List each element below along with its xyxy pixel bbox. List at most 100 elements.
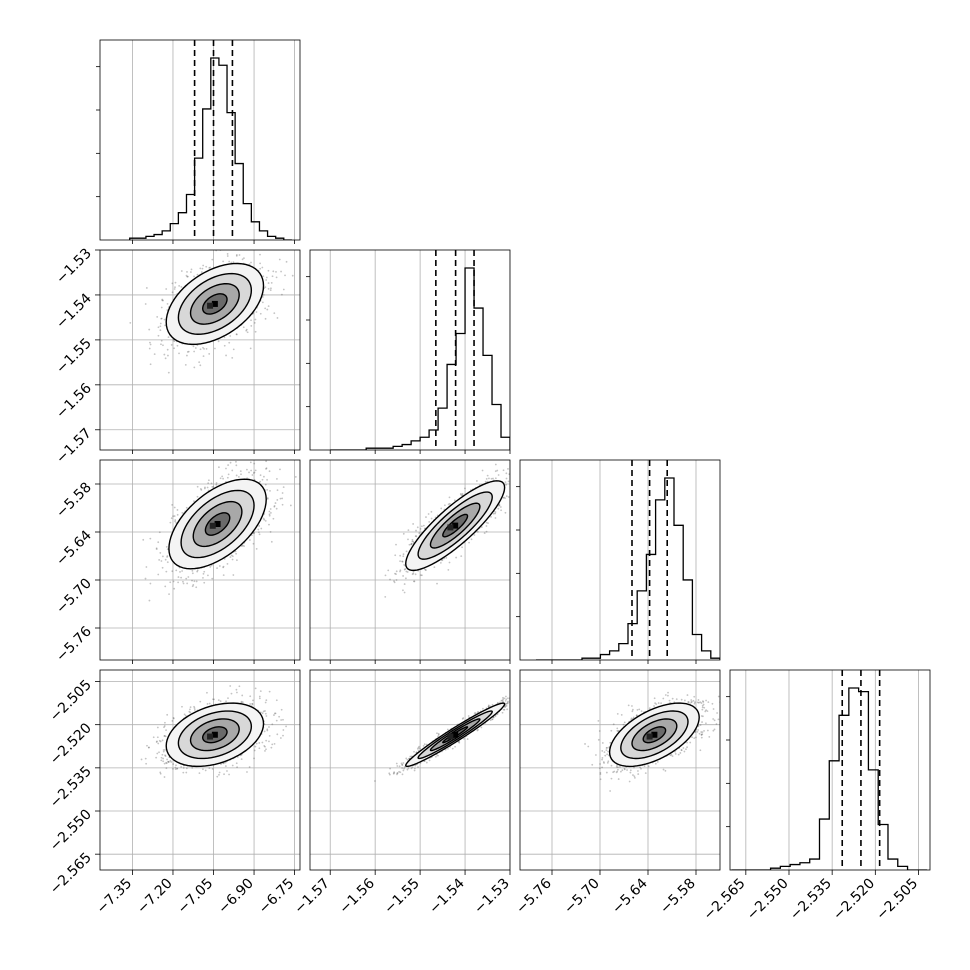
scatter-point [157, 573, 160, 576]
y-tick-label: −2.550 [47, 807, 95, 855]
scatter-point [258, 525, 261, 527]
scatter-point [528, 687, 530, 689]
scatter-point [704, 710, 707, 713]
scatter-point [690, 701, 693, 704]
scatter-point [266, 728, 269, 731]
scatter-point [513, 481, 515, 483]
scatter-point [240, 701, 243, 704]
scatter-point [708, 735, 711, 738]
scatter-point [206, 691, 208, 694]
histogram-0 [129, 40, 292, 240]
scatter-point [660, 702, 662, 705]
scatter-point [172, 515, 175, 518]
scatter-point [505, 477, 508, 480]
y-tick-label: −2.565 [47, 850, 95, 898]
scatter-point [155, 548, 158, 551]
scatter-point [702, 703, 705, 706]
grid-1-3 [310, 670, 510, 870]
scatter-point [164, 735, 167, 738]
scatter-point [401, 560, 403, 563]
scatter-point [177, 576, 180, 578]
scatter-point [184, 714, 187, 717]
scatter-point [253, 321, 256, 324]
scatter-point [222, 762, 225, 765]
scatter-point [715, 723, 718, 725]
scatter-point [403, 568, 406, 571]
scatter-point [160, 339, 163, 342]
scatter-point [173, 515, 176, 517]
scatter-point [610, 777, 613, 780]
scatter-point [213, 698, 215, 701]
scatter-point [639, 766, 641, 769]
contour-line [189, 283, 240, 325]
scatter-point [164, 558, 167, 561]
scatter-point [142, 538, 145, 541]
scatter-point [419, 747, 421, 750]
scatter-point [395, 570, 398, 573]
scatter-point [217, 699, 220, 702]
scatter-point [605, 771, 608, 774]
scatter-point [280, 270, 282, 273]
scatter-point [253, 462, 256, 465]
scatter-point [272, 517, 275, 520]
scatter-point [209, 566, 212, 568]
scatter-point [152, 736, 155, 739]
scatter-point [606, 753, 609, 756]
scatter-point [173, 347, 175, 350]
scatter-point [129, 322, 132, 324]
scatter-point [500, 699, 503, 702]
scatter-point [148, 599, 151, 602]
scatter-point [199, 348, 202, 351]
scatter-point [511, 696, 513, 698]
scatter-point [148, 347, 151, 350]
scatter-point [280, 719, 283, 721]
scatter-point [501, 711, 504, 714]
scatter-point [174, 768, 177, 771]
scatter-point [437, 754, 439, 757]
scatter-point [148, 328, 151, 331]
scatter-point [211, 258, 214, 261]
scatter-point [149, 537, 152, 540]
scatter-point [198, 361, 201, 364]
scatter-point [261, 296, 264, 298]
scatter-point [207, 574, 209, 577]
scatter-point [526, 465, 528, 467]
scatter-point [610, 729, 613, 732]
y-tick-label: −5.70 [53, 576, 95, 618]
scatter-point [401, 773, 404, 776]
scatter-point [403, 563, 406, 566]
scatter-point [257, 531, 260, 534]
scatter-point [413, 580, 415, 583]
scatter-point [629, 769, 632, 772]
scatter-point [164, 357, 167, 360]
scatter-point [616, 727, 619, 730]
scatter-point [699, 724, 702, 726]
scatter-point [155, 756, 158, 759]
scatter-point [258, 742, 261, 744]
scatter-point [208, 267, 211, 269]
scatter-point [265, 739, 268, 742]
scatter-point [169, 759, 172, 762]
scatter-point [157, 334, 160, 337]
scatter-point [294, 476, 297, 478]
scatter-point [499, 701, 501, 704]
scatter-point [279, 737, 282, 739]
scatter-point [460, 555, 463, 558]
scatter-point [158, 739, 161, 742]
contour-line [442, 513, 469, 538]
scatter-point [405, 550, 408, 553]
scatter-point [249, 461, 252, 464]
x-tick-label: −5.76 [513, 875, 555, 917]
scatter-point [507, 468, 509, 470]
scatter-point [584, 743, 586, 745]
panel-frame [309, 459, 511, 661]
scatter-point [254, 318, 257, 321]
scatter-point [174, 520, 177, 523]
scatter-point [235, 552, 238, 555]
scatter-point [620, 770, 622, 773]
scatter-point [163, 776, 166, 778]
scatter-point [229, 556, 232, 558]
scatter-point [395, 579, 398, 581]
scatter-point [276, 478, 278, 480]
scatter-point [702, 701, 705, 703]
